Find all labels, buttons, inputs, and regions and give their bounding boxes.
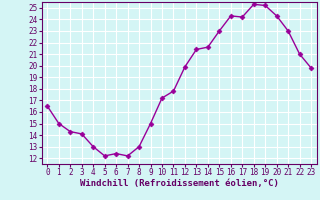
X-axis label: Windchill (Refroidissement éolien,°C): Windchill (Refroidissement éolien,°C): [80, 179, 279, 188]
